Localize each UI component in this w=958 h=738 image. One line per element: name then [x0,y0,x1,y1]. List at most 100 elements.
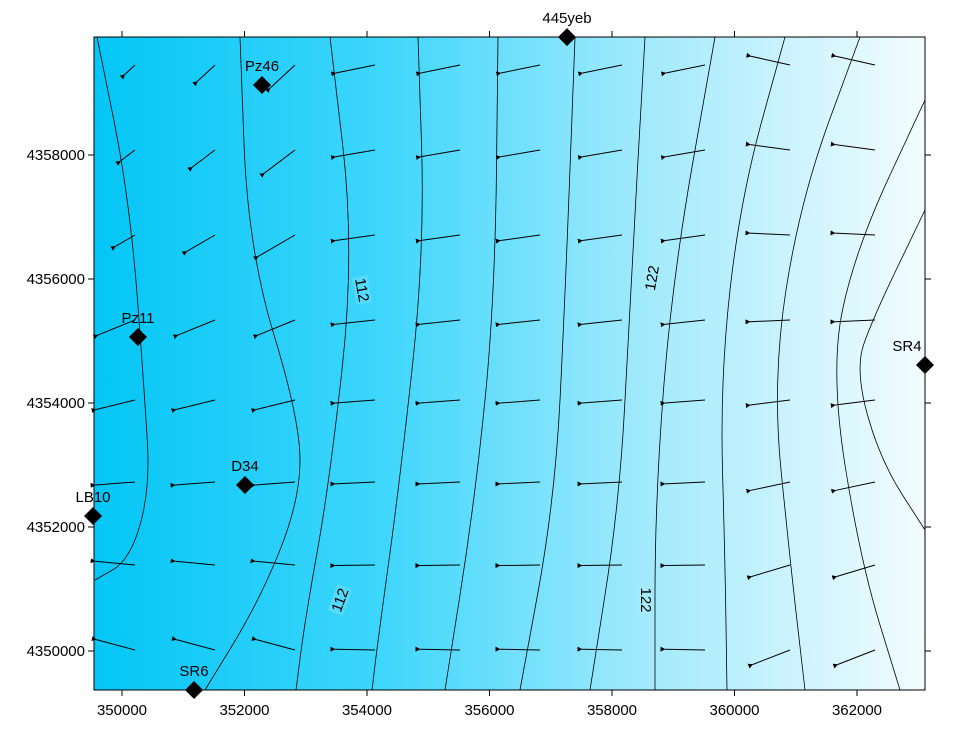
contour-label-bg [641,262,663,294]
flow-arrow [830,230,876,236]
flow-arrow [252,319,296,340]
well-marker [84,507,103,526]
contour-label-bg [327,584,353,616]
flow-arrow [495,563,541,569]
map-background [94,37,925,690]
flow-arrow [330,149,376,161]
flow-arrow [330,234,376,244]
flow-arrow [746,52,791,66]
flow-arrow [250,558,296,566]
contour-line [371,36,423,691]
well-label: SR6 [179,663,208,680]
well-marker [128,327,147,346]
flow-arrow [251,399,296,413]
flow-arrow [415,399,461,406]
well-label: 445yeb [542,10,591,27]
flow-arrow [577,563,623,569]
flow-arrow [415,646,461,652]
flow-arrow [577,646,623,652]
contour-line [721,36,786,691]
flow-arrow [660,563,706,569]
flow-arrow [119,64,136,80]
x-tick-label: 352000 [219,702,269,719]
flow-arrow [172,319,216,340]
flow-arrow [660,319,706,328]
well-label: LB10 [75,489,110,506]
flow-arrow [577,399,623,406]
contour-line [589,36,646,691]
contour-line [94,36,149,581]
flow-arrow [415,149,461,161]
well-marker [253,75,272,94]
contour-line [204,36,301,691]
flow-arrow [660,399,706,406]
contour-line [836,99,926,691]
flow-arrow [330,563,376,569]
contour-line [444,36,499,691]
flow-arrow [330,64,376,77]
x-tick-label: 362000 [832,702,882,719]
flow-arrow [253,234,296,261]
flow-arrow [832,649,876,669]
y-tick-label: 4350000 [27,643,85,660]
flow-arrow [251,636,296,651]
contour-label: 112 [351,277,372,304]
y-tick-label: 4358000 [27,147,85,164]
x-tick-label: 354000 [342,702,392,719]
flow-arrow [170,481,216,488]
flow-arrow [660,481,706,487]
flow-arrow [495,234,541,244]
flow-arrow [91,399,136,413]
well-marker [557,28,576,47]
flow-arrow [415,64,461,77]
flow-arrow [577,234,623,244]
flow-arrow [171,636,216,651]
flow-arrow [660,149,706,161]
flow-arrow [187,149,216,172]
flow-arrow [830,481,876,494]
y-tick-label: 4352000 [27,519,85,536]
x-tick-label: 356000 [464,702,514,719]
flow-arrow [90,481,136,488]
contour-line [519,36,576,691]
contour-line [654,36,716,690]
flow-arrow [830,319,876,325]
contour-line [295,36,350,691]
flow-arrow [330,399,376,406]
flow-arrow [91,636,136,651]
flow-arrow [577,64,623,77]
flow-arrow [660,646,706,652]
well-marker [185,681,204,699]
flow-arrow [259,149,296,178]
x-tick-label: 350000 [97,702,147,719]
flow-arrow [577,149,623,161]
flow-arrow [415,234,461,244]
contour-line [859,209,926,531]
y-tick-label: 4354000 [27,395,85,412]
contour-label-bg [638,586,654,614]
x-tick-label: 358000 [587,702,637,719]
flow-arrow [577,481,623,487]
flow-arrow [110,234,136,251]
contour-label-bg [351,274,373,306]
well-label: SR4 [892,338,921,355]
contour-label: 122 [637,587,654,612]
contour-line [777,36,861,691]
contour-label: 122 [642,264,663,292]
flow-arrows [90,52,876,669]
flow-arrow [415,319,461,328]
flow-arrow [747,649,791,669]
flow-arrow [745,481,791,494]
flow-arrow [171,399,216,413]
flow-arrow [495,64,541,77]
well-marker [235,476,254,495]
flow-arrow [830,399,876,409]
flow-arrow [92,319,136,340]
flow-arrow [265,64,296,94]
flow-arrow [831,52,876,66]
flow-arrow [495,319,541,328]
well-label: D34 [231,458,259,475]
well-label: Pz46 [245,58,279,75]
flow-arrow [330,646,376,652]
